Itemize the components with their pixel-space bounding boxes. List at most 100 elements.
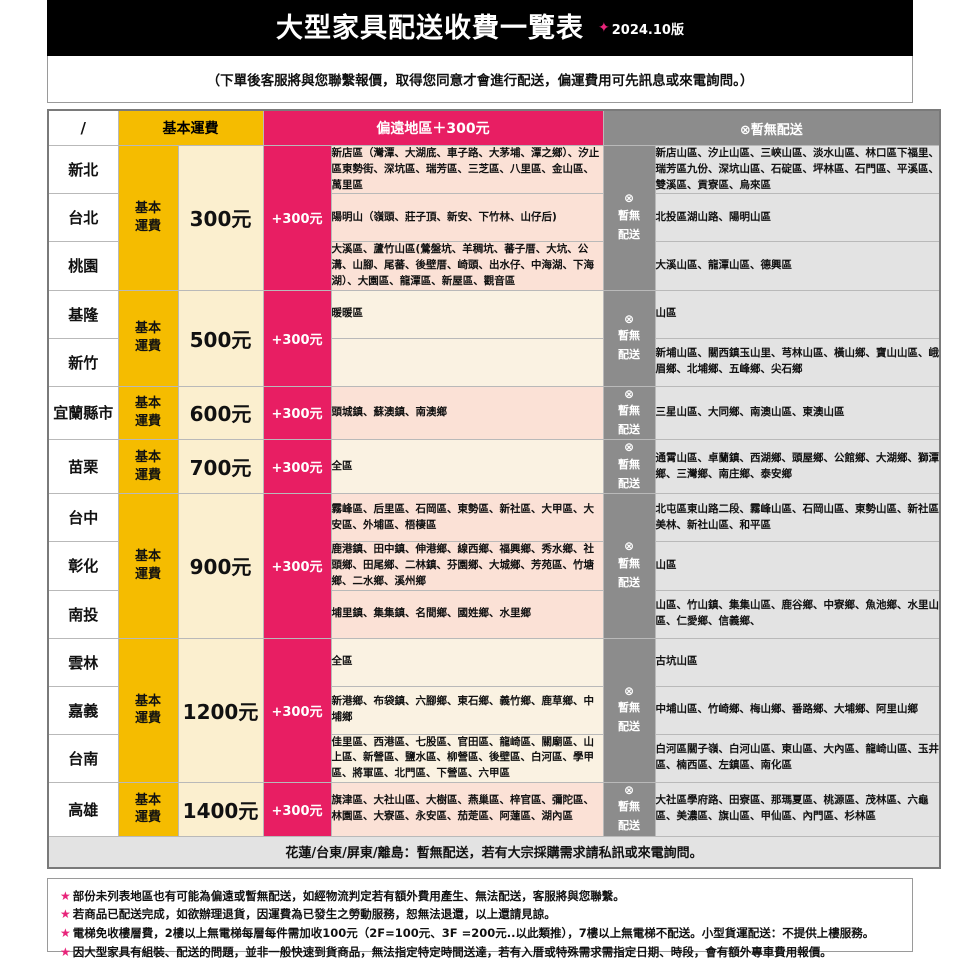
region-cell: 新北 <box>47 144 119 195</box>
circle-x-icon: ⊗ <box>623 386 635 401</box>
basic-fee-label: 基本 運費 <box>134 450 161 483</box>
no-delivery-flag-label: 暫無 配送 <box>618 328 641 362</box>
note-line: ★ 若商品已配送完成，如欲辦理退貨，因運費為已發生之勞動服務，恕無法退還，以上還請… <box>60 905 900 924</box>
no-delivery-flag-cell: ⊗ 暫無 配送 <box>602 493 656 639</box>
region-cell: 台中 <box>47 493 119 543</box>
no-delivery-cell: 山區、竹山鎮、集集山區、鹿谷鄉、中寮鄉、魚池鄉、水里山區、仁愛鄉、信義鄉、 <box>654 589 941 639</box>
notes-box: ★ 部份未列表地區也有可能為偏遠或暫無配送，如經物流判定若有額外費用產生、無法配送… <box>47 877 913 959</box>
basic-fee-cell: 基本 運費 <box>117 289 179 387</box>
no-delivery-cell: 大社區學府路、田寮區、那瑪夏區、桃源區、茂林區、六龜區、美濃區、旗山區、甲仙區、… <box>654 781 941 837</box>
subtitle-text: （下單後客服將與您聯繫報價，取得您同意才會進行配送，偏運費用可先訊息或來電詢問。… <box>206 73 754 89</box>
version-badge: ✦ 2024.10版 <box>598 19 684 38</box>
price-cell: 300元 <box>177 145 264 291</box>
header-no-delivery: ⊗暫無配送 <box>602 109 941 146</box>
price-cell: 1200元 <box>177 637 264 783</box>
circle-x-icon: ⊗ <box>623 539 635 554</box>
basic-fee-label: 基本 運費 <box>134 321 161 354</box>
remote-area-cell: 佳里區、西港區、七股區、官田區、龍崎區、關廟區、山上區、新營區、鹽水區、柳營區、… <box>330 733 604 783</box>
basic-fee-cell: 基本 運費 <box>117 385 179 441</box>
table-row: 雲林 基本 運費 1200元 +300元 全區 ⊗ 暫無 配送 古坑山區 <box>47 637 941 783</box>
extra-fee-cell: +300元 <box>262 637 332 783</box>
note-text: 電梯免收樓層費，2樓以上無電梯每層每件需加收100元（2F=100元、3F =2… <box>72 925 875 940</box>
table-row: 高雄 基本 運費 1400元 +300元 旗津區、大社山區、大樹區、燕巢區、梓官區、彌陀區… <box>47 781 941 837</box>
extra-fee-cell: +300元 <box>262 385 332 441</box>
region-cell: 台南 <box>47 733 119 783</box>
region-cell: 宜蘭縣市 <box>47 385 119 441</box>
sparkle-icon: ✦ <box>598 20 610 36</box>
remote-area-cell: 全區 <box>330 637 604 687</box>
no-delivery-cell: 新店山區、汐止山區、三峽山區、淡水山區、林口區下福里、瑞芳區九份、深坑山區、石碇… <box>654 144 941 195</box>
no-delivery-cell: 中埔山區、竹崎鄉、梅山鄉、番路鄉、大埔鄉、阿里山鄉 <box>654 685 941 735</box>
circle-x-icon: ⊗ <box>623 782 635 797</box>
circle-x-icon: ⊗ <box>623 683 635 698</box>
note-text: 若商品已配送完成，如欲辦理退貨，因運費為已發生之勞動服務，恕無法退還，以上還請見… <box>72 907 556 922</box>
table-body: 新北 基本 運費 300元 +300元 新店區（灣潭、大湖底、車子路、大茅埔、潭之鄉）、汐… <box>47 144 941 837</box>
extra-fee-cell: +300元 <box>262 781 332 837</box>
remote-area-cell <box>330 337 604 387</box>
circle-x-icon: ⊗ <box>623 440 635 455</box>
region-cell: 基隆 <box>47 289 119 339</box>
table-row: 嘉義 新港鄉、布袋鎮、六腳鄉、東石鄉、義竹鄉、鹿草鄉、中埔鄉 中埔山區、竹崎鄉、梅山… <box>47 685 941 735</box>
footnote-row: 花蓮/台東/屏東/離島：暫無配送，若有大宗採購需求請私訊或來電詢問。 <box>47 835 941 869</box>
no-delivery-cell: 大溪山區、龍潭山區、德興區 <box>654 241 941 291</box>
table-row: 苗栗 基本 運費 700元 +300元 全區 ⊗ 暫無 配送 通霄山區、卓蘭鎮、西湖鄉、頭屋鄉、公… <box>47 439 941 495</box>
note-text: 部份未列表地區也有可能為偏遠或暫無配送，如經物流判定若有額外費用產生、無法配送，… <box>72 888 625 903</box>
no-delivery-cell: 古坑山區 <box>654 637 941 687</box>
star-icon: ★ <box>60 888 71 903</box>
no-delivery-cell: 北投區湖山路、陽明山區 <box>654 193 941 243</box>
region-cell: 嘉義 <box>47 685 119 735</box>
region-cell: 雲林 <box>47 637 119 687</box>
subtitle-bar: （下單後客服將與您聯繫報價，取得您同意才會進行配送，偏運費用可先訊息或來電詢問。… <box>47 56 913 103</box>
region-cell: 南投 <box>47 589 119 639</box>
note-line: ★ 部份未列表地區也有可能為偏遠或暫無配送，如經物流判定若有額外費用產生、無法配送… <box>60 887 900 906</box>
no-delivery-flag-label: 暫無 配送 <box>618 800 641 833</box>
basic-fee-cell: 基本 運費 <box>117 637 179 783</box>
table-row: 基隆 基本 運費 500元 +300元 暖暖區 ⊗ 暫無 配送 山區 <box>47 289 941 387</box>
region-cell: 彰化 <box>47 541 119 591</box>
no-delivery-cell: 山區 <box>654 541 941 591</box>
basic-fee-cell: 基本 運費 <box>117 439 179 495</box>
region-cell: 苗栗 <box>47 439 119 495</box>
table-row: 南投 埔里鎮、集集鎮、名間鄉、國姓鄉、水里鄉 山區、竹山鎮、集集山區、鹿谷鄉、中寮鄉… <box>47 589 941 639</box>
table-row: 台中 基本 運費 900元 +300元 霧峰區、后里區、石岡區、東勢區、新社區、大甲區、大… <box>47 493 941 639</box>
table-footer: 花蓮/台東/屏東/離島：暫無配送，若有大宗採購需求請私訊或來電詢問。 <box>47 835 941 869</box>
header-basic-fee: 基本運費 <box>117 109 264 146</box>
no-delivery-flag-label: 暫無 配送 <box>618 457 641 491</box>
no-delivery-cell: 通霄山區、卓蘭鎮、西湖鄉、頭屋鄉、公館鄉、大湖鄉、獅潭鄉、三灣鄉、南庄鄉、泰安鄉 <box>654 439 941 495</box>
table-row: 台南 佳里區、西港區、七股區、官田區、龍崎區、關廟區、山上區、新營區、鹽水區、柳營… <box>47 733 941 783</box>
circle-x-icon: ⊗ <box>623 191 635 206</box>
table-row: 彰化 鹿港鎮、田中鎮、伸港鄉、線西鄉、福興鄉、秀水鄉、社頭鄉、田尾鄉、二林鎮、芬園… <box>47 541 941 591</box>
no-delivery-flag-label: 暫無 配送 <box>618 208 641 241</box>
note-line: ★ 電梯免收樓層費，2樓以上無電梯每層每件需加收100元（2F=100元、3F =… <box>60 924 900 943</box>
remote-area-cell: 頭城鎮、蘇澳鎮、南澳鄉 <box>330 385 604 441</box>
remote-area-cell: 鹿港鎮、田中鎮、伸港鄉、線西鄉、福興鄉、秀水鄉、社頭鄉、田尾鄉、二林鎮、芬園鄉、… <box>330 541 604 591</box>
basic-fee-label: 基本 運費 <box>134 792 161 826</box>
region-cell: 新竹 <box>47 337 119 387</box>
extra-fee-cell: +300元 <box>262 439 332 495</box>
table-row: 宜蘭縣市 基本 運費 600元 +300元 頭城鎮、蘇澳鎮、南澳鄉 ⊗ 暫無 配送 三星山區、大同… <box>47 385 941 441</box>
title-bar: 大型家具配送收費一覽表 ✦ 2024.10版 <box>47 0 913 56</box>
header-slash: / <box>47 109 119 146</box>
header-no-delivery-label: 暫無配送 <box>750 122 803 138</box>
extra-fee-cell: +300元 <box>262 145 332 291</box>
price-cell: 600元 <box>177 385 264 441</box>
no-delivery-cell: 三星山區、大同鄉、南澳山區、東澳山區 <box>654 385 941 441</box>
no-delivery-flag-label: 暫無 配送 <box>618 556 641 590</box>
remote-area-cell: 全區 <box>330 439 604 495</box>
no-delivery-flag-cell: ⊗ 暫無 配送 <box>602 385 656 441</box>
star-icon: ★ <box>60 907 71 922</box>
star-icon: ★ <box>60 925 71 940</box>
header-remote-area: 偏遠地區＋300元 <box>262 109 604 146</box>
no-delivery-flag-cell: ⊗ 暫無 配送 <box>602 637 656 783</box>
table-row: 新竹 新埔山區、關西鎮玉山里、芎林山區、橫山鄉、寶山山區、峨眉鄉、北埔鄉、五峰鄉、… <box>47 337 941 387</box>
price-cell: 700元 <box>177 439 264 495</box>
no-delivery-cell: 北屯區東山路二段、霧峰山區、石岡山區、東勢山區、新社區美林、新社山區、和平區 <box>654 493 941 543</box>
table-header: / 基本運費 偏遠地區＋300元 ⊗暫無配送 <box>47 109 941 146</box>
basic-fee-cell: 基本 運費 <box>117 145 179 291</box>
extra-fee-cell: +300元 <box>262 289 332 387</box>
note-line: ★ 因大型家具有組裝、配送的問題，並非一般快速到貨商品，無法指定特定時間送達，若有… <box>60 943 900 961</box>
basic-fee-label: 基本 運費 <box>134 693 161 727</box>
no-delivery-flag-cell: ⊗ 暫無 配送 <box>602 439 656 495</box>
star-icon: ★ <box>60 944 71 959</box>
